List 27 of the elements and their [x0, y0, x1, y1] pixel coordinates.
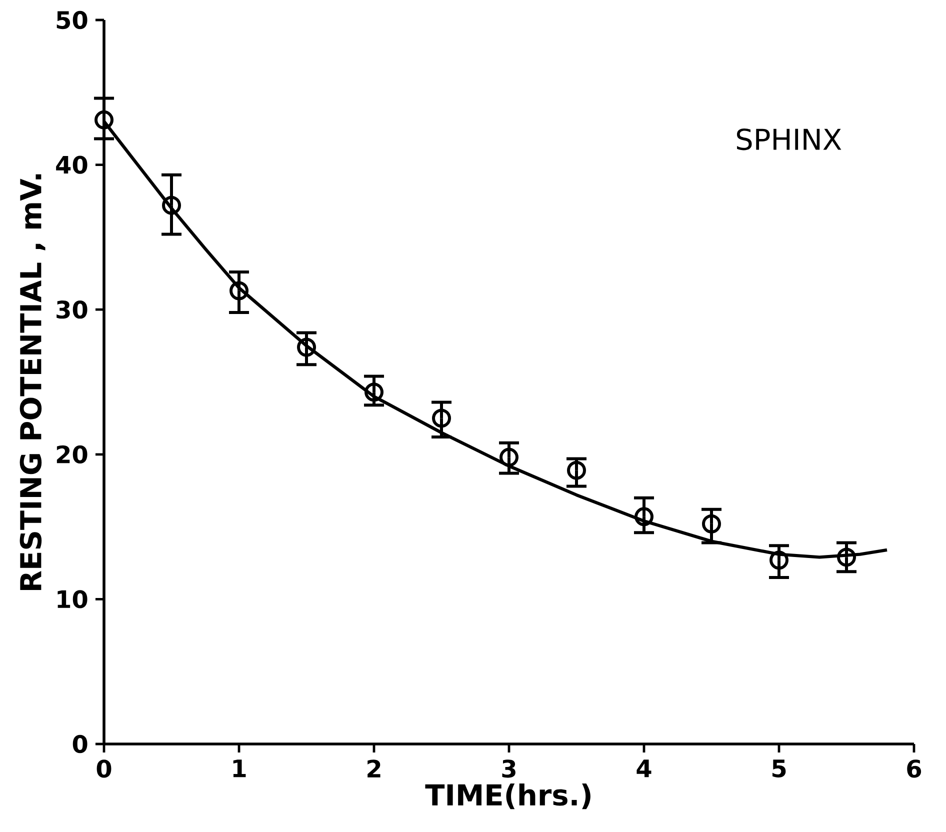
x-tick-label: 0: [96, 760, 112, 778]
point: [162, 196, 182, 215]
annotation: SPHINX: [736, 128, 842, 150]
y-tick-label: 30: [56, 300, 88, 319]
x-tick-label: 4: [636, 760, 652, 778]
point: [297, 338, 316, 357]
y-tick-label: 20: [56, 445, 88, 464]
point: [837, 548, 856, 567]
x-tick-label: 2: [368, 760, 380, 778]
point: [500, 448, 519, 467]
point: [702, 514, 721, 534]
point: [364, 382, 384, 402]
point: [94, 110, 114, 130]
x-tick-label: 3: [502, 760, 516, 778]
point: [634, 507, 654, 526]
x-axis-title: TIME(hrs.): [425, 784, 590, 810]
point: [432, 408, 452, 428]
y-tick-label: 0: [72, 734, 88, 754]
y-tick-label: 50: [56, 10, 88, 30]
point: [769, 550, 788, 570]
y-tick-label: 10: [58, 590, 88, 608]
x-tick-label: 1: [233, 760, 246, 778]
y-tick-label: 40: [56, 156, 88, 174]
x-tick-label: 6: [907, 760, 922, 778]
point: [230, 281, 249, 300]
y-axis-title: RESTING POTENTIAL , mV.: [20, 174, 46, 590]
x-tick-label: 5: [772, 760, 786, 778]
